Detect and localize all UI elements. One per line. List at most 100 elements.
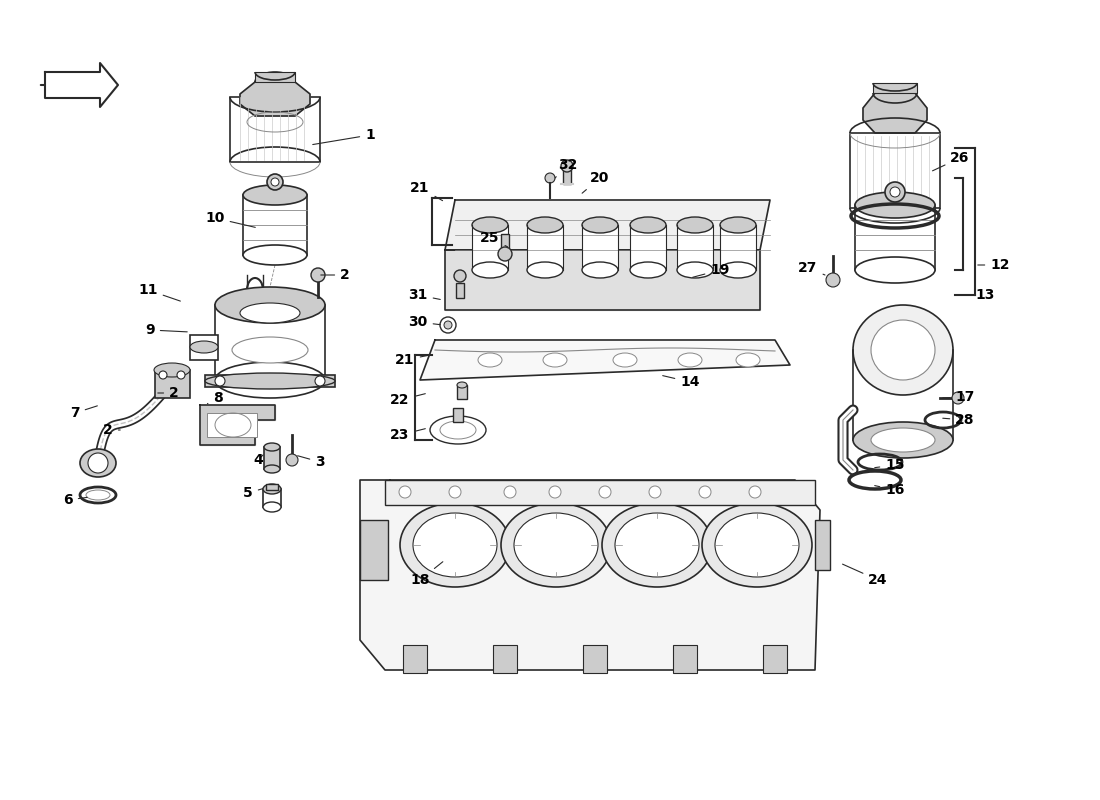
Circle shape (504, 486, 516, 498)
Bar (850, 133, 940, 208)
Bar (214, 305, 324, 380)
Circle shape (698, 486, 711, 498)
Text: 31: 31 (408, 288, 440, 302)
Text: 23: 23 (390, 428, 426, 442)
Bar (453, 408, 463, 422)
Ellipse shape (264, 465, 280, 473)
Ellipse shape (214, 362, 324, 398)
Bar (243, 195, 307, 255)
Bar (472, 225, 508, 270)
Ellipse shape (855, 257, 935, 283)
Text: 30: 30 (408, 315, 440, 329)
Bar (815, 520, 830, 570)
Polygon shape (45, 63, 118, 107)
Ellipse shape (264, 443, 280, 451)
Text: 13: 13 (968, 288, 994, 302)
Circle shape (454, 270, 466, 282)
Text: 14: 14 (662, 375, 700, 389)
Ellipse shape (478, 353, 502, 367)
Bar (493, 645, 517, 673)
Text: 1: 1 (312, 128, 375, 145)
Circle shape (886, 182, 905, 202)
Bar (456, 283, 464, 298)
Text: 24: 24 (843, 564, 888, 587)
Ellipse shape (736, 353, 760, 367)
Text: 9: 9 (145, 323, 187, 337)
Circle shape (749, 486, 761, 498)
Circle shape (600, 486, 610, 498)
Polygon shape (446, 250, 760, 310)
Ellipse shape (500, 503, 610, 587)
Text: 7: 7 (70, 406, 98, 420)
Ellipse shape (243, 245, 307, 265)
Circle shape (544, 173, 556, 183)
Bar (266, 484, 278, 490)
Ellipse shape (582, 262, 618, 278)
Circle shape (890, 187, 900, 197)
Text: 18: 18 (410, 562, 443, 587)
Ellipse shape (243, 185, 307, 205)
Bar (255, 72, 295, 82)
Bar (583, 645, 607, 673)
Text: 5: 5 (243, 486, 262, 500)
Polygon shape (200, 405, 275, 445)
Bar (264, 447, 280, 469)
Ellipse shape (678, 353, 702, 367)
Text: 21: 21 (410, 181, 442, 201)
Bar (205, 375, 336, 387)
Text: 27: 27 (799, 261, 825, 275)
Circle shape (286, 454, 298, 466)
Circle shape (498, 247, 512, 261)
Ellipse shape (720, 262, 756, 278)
Ellipse shape (615, 513, 698, 577)
Ellipse shape (630, 262, 666, 278)
Circle shape (549, 486, 561, 498)
Ellipse shape (676, 217, 713, 233)
Circle shape (271, 178, 279, 186)
Polygon shape (864, 93, 927, 133)
Bar (155, 370, 190, 398)
Ellipse shape (630, 217, 666, 233)
Text: 21: 21 (395, 353, 427, 367)
Circle shape (561, 160, 573, 172)
Polygon shape (240, 82, 310, 116)
Bar (190, 335, 218, 360)
Bar (873, 83, 917, 93)
Text: 28: 28 (943, 413, 975, 427)
Circle shape (177, 371, 185, 379)
Circle shape (311, 268, 324, 282)
Circle shape (952, 392, 964, 404)
Polygon shape (360, 480, 820, 670)
Bar (676, 225, 713, 270)
Text: 4: 4 (253, 453, 263, 467)
Ellipse shape (214, 287, 324, 323)
Circle shape (826, 273, 840, 287)
Bar (263, 489, 280, 507)
Text: 20: 20 (582, 171, 609, 194)
Bar (582, 225, 618, 270)
Bar (403, 645, 427, 673)
Bar (855, 205, 935, 270)
Ellipse shape (440, 421, 476, 439)
Text: 2: 2 (103, 423, 120, 437)
Circle shape (214, 376, 225, 386)
Ellipse shape (871, 320, 935, 380)
Bar (456, 385, 468, 399)
Text: 32: 32 (556, 158, 578, 178)
Ellipse shape (472, 262, 508, 278)
Ellipse shape (154, 363, 190, 377)
Bar (527, 225, 563, 270)
Bar (673, 645, 697, 673)
Text: 6: 6 (63, 493, 87, 507)
Ellipse shape (527, 217, 563, 233)
Ellipse shape (80, 449, 116, 477)
Bar (207, 413, 257, 437)
Circle shape (160, 371, 167, 379)
Circle shape (440, 317, 456, 333)
Text: 3: 3 (298, 455, 324, 469)
Text: 12: 12 (978, 258, 1010, 272)
Text: 8: 8 (208, 391, 223, 405)
Ellipse shape (543, 353, 566, 367)
Text: 15: 15 (874, 458, 904, 472)
Ellipse shape (613, 353, 637, 367)
